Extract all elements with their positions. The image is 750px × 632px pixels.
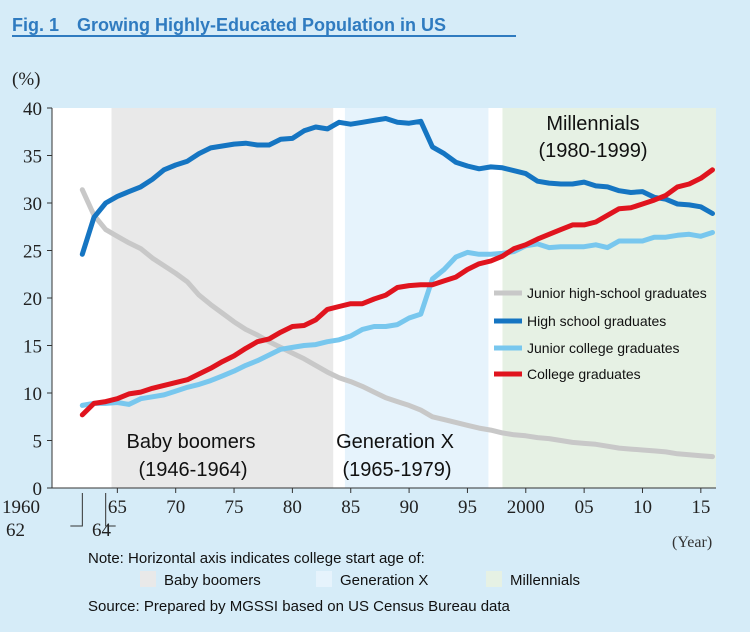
note-swatch-generation-x	[316, 571, 332, 587]
note-swatch-millennials	[486, 571, 502, 587]
x-tick-label: 65	[108, 497, 127, 518]
x-tick-label: 75	[225, 497, 244, 518]
x-tick-label: 70	[166, 497, 185, 518]
x-tick-label: 85	[341, 497, 360, 518]
x-tick-label: 62	[6, 520, 25, 541]
line-college	[79, 167, 715, 418]
x-tick-label: 1960	[2, 497, 40, 518]
band-label-baby-boomers-range: (1946-1964)	[139, 459, 248, 481]
band-label-generation-x-range: (1965-1979)	[343, 459, 452, 481]
y-tick-label: 30	[23, 194, 42, 215]
x-tick-label: 90	[400, 497, 419, 518]
note-legend-baby-boomers: Baby boomers	[164, 572, 261, 589]
x-unit-label: (Year)	[672, 534, 712, 551]
y-tick-label: 15	[23, 337, 42, 358]
x-tick-label: 05	[575, 497, 594, 518]
y-tick-label: 20	[23, 289, 42, 310]
x-tick-label: 15	[691, 497, 710, 518]
legend-college-label: College graduates	[527, 366, 641, 382]
y-unit-label: (%)	[12, 69, 40, 90]
y-tick-label: 5	[33, 432, 43, 453]
x-tick-bracket	[70, 493, 83, 527]
band-label-millennials-range: (1980-1999)	[539, 140, 648, 162]
y-tick-label: 25	[23, 242, 42, 263]
y-tick-label: 10	[23, 384, 42, 405]
band-millennials	[502, 108, 716, 488]
line-high-school	[79, 116, 715, 257]
note-swatch-baby-boomers	[140, 571, 156, 587]
notes: Note: Horizontal axis indicates college …	[88, 550, 580, 615]
x-tick-bracket	[105, 493, 116, 527]
source-text: Source: Prepared by MGSSI based on US Ce…	[88, 598, 511, 615]
line-junior-college	[79, 230, 715, 408]
band-label-baby-boomers: Baby boomers	[127, 431, 256, 453]
y-tick-label: 35	[23, 147, 42, 168]
legend-junior-college-label: Junior college graduates	[527, 340, 680, 356]
y-tick-label: 40	[23, 99, 42, 120]
band-baby-boomers	[111, 108, 334, 488]
band-label-generation-x: Generation X	[336, 431, 454, 453]
note-legend-millennials: Millennials	[510, 572, 580, 589]
line-junior-high	[79, 187, 715, 460]
x-tick-label: 64	[92, 520, 112, 541]
legend-high-school-label: High school graduates	[527, 313, 666, 329]
x-tick-label: 80	[283, 497, 302, 518]
x-tick-label: 2000	[507, 497, 545, 518]
y-tick-label: 0	[33, 479, 43, 500]
x-tick-label: 95	[458, 497, 477, 518]
legend-junior-high-label: Junior high-school graduates	[527, 285, 707, 301]
note-legend-generation-x: Generation X	[340, 572, 428, 589]
x-tick-label: 10	[633, 497, 652, 518]
note-text: Note: Horizontal axis indicates college …	[88, 550, 425, 567]
figure-title: Fig. 1 Growing Highly-Educated Populatio…	[12, 15, 446, 35]
band-label-millennials: Millennials	[546, 113, 639, 135]
